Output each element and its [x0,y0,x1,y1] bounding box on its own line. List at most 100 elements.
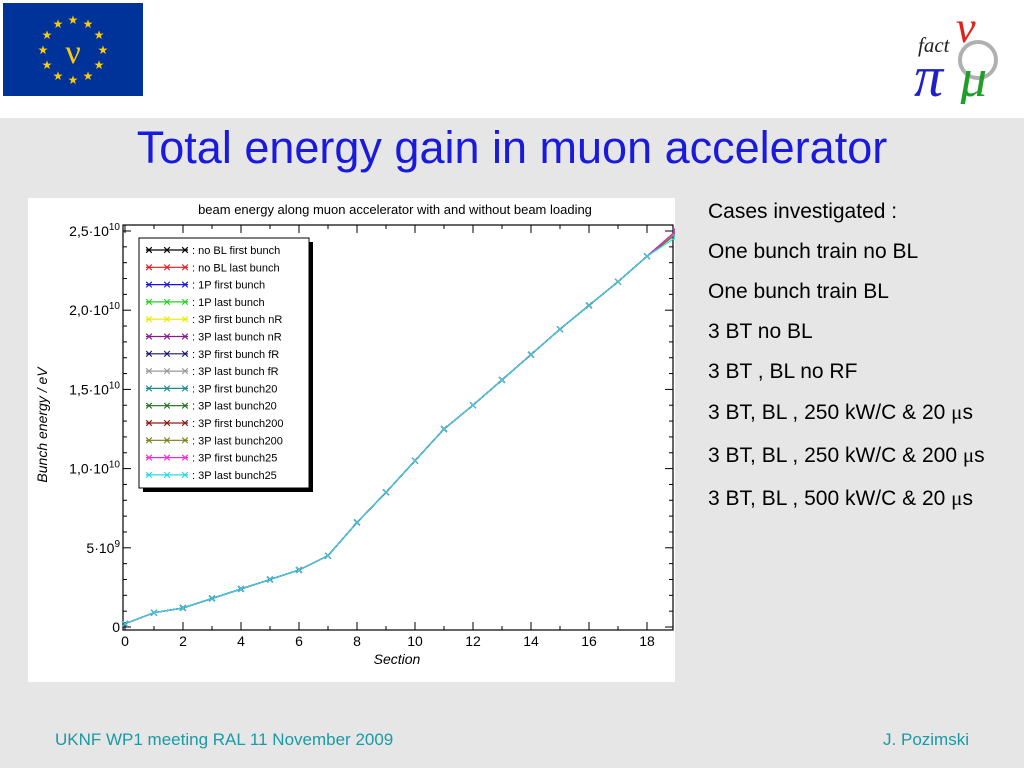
legend-swatch-marker [181,402,189,409]
case-unit: s [962,487,973,510]
series-point [208,595,216,602]
series-point [527,351,535,358]
y-tick-exponent: 10 [109,222,121,233]
legend-swatch-marker [145,437,153,444]
legend-swatch-marker [145,419,153,427]
x-tick-label: 6 [295,633,303,649]
legend-swatch-marker [145,402,153,409]
x-tick-label: 8 [353,633,361,649]
series-point [295,566,303,574]
legend-label: : 3P last bunch25 [192,470,277,482]
eu-star-icon: ★ [94,58,105,72]
series-point [150,609,158,616]
legend-box [138,237,310,489]
case-item: 3 BT no BL [708,320,813,343]
case-text: 3 BT, BL , 500 kW/C & 20 [708,487,952,510]
legend-label: : 1P first bunch [192,280,265,292]
eu-star-icon: ★ [94,28,105,42]
legend-swatch-marker [163,281,171,288]
legend-swatch-marker [181,367,189,375]
footer-author: J. Pozimski [883,730,969,749]
eu-flag-background [3,3,143,96]
y-axis-label: Bunch energy / eV [34,366,50,483]
legend-swatch-marker [181,264,189,271]
y-tick-label: 5·109 [86,539,120,556]
legend-swatch-marker [181,385,189,392]
fact-logo-ring [958,40,998,80]
case-text: 3 BT, BL , 250 kW/C & 200 [708,444,963,467]
legend-label: : 3P first bunch nR [192,314,282,326]
eu-flag-logo: ★ ★★★★★★★★★★★ ν [3,3,143,96]
eu-flag-letter: ν [65,34,80,71]
legend-swatch-marker [163,333,171,340]
y-tick-label: 0 [112,619,120,635]
legend-swatch-marker [145,246,153,254]
legend-swatch-marker [163,419,171,427]
series-point [556,326,564,333]
series-point [411,457,419,464]
y-tick-exponent: 10 [109,301,121,312]
x-tick-label: 16 [581,633,597,649]
series-point [179,604,187,612]
legend: : no BL first bunch: no BL last bunch: 1… [145,245,284,482]
series-point [498,376,506,384]
eu-star-icon: ★ [42,58,53,72]
series-point [643,253,651,260]
legend-swatch-marker [163,471,171,479]
fact-logo-mu-glyph: μ [959,48,987,104]
legend-swatch-marker [181,437,189,444]
legend-swatch-marker [145,298,153,306]
series-point [440,425,448,433]
series-point [382,489,390,496]
series-point [469,402,477,409]
series-point [237,585,245,593]
legend-label: : 3P last bunch fR [192,366,279,378]
legend-swatch-marker [163,367,171,375]
y-tick-label: 1,0·1010 [69,460,120,477]
footer-meeting: UKNF WP1 meeting RAL 11 November 2009 [55,730,394,749]
y-tick-exponent: 10 [109,460,121,471]
y-axis-ticks: 0 5·109 1,0·1010 1,5·1010 2,0·1010 2,5·1010 [69,222,673,635]
legend-swatch-marker [181,419,189,427]
legend-swatch-marker [163,246,171,254]
series-point [353,519,361,526]
eu-star-icon: ★ [83,69,94,83]
fact-logo: ν π μ fact [914,4,998,104]
legend-swatch-marker [163,437,171,444]
legend-label: : 3P first bunch25 [192,453,277,465]
mu-symbol: μ [951,400,963,424]
x-tick-label: 10 [407,633,423,649]
energy-chart: beam energy along muon accelerator with … [34,202,675,667]
series-point [266,576,274,583]
legend-swatch-marker [181,333,189,340]
x-axis-label: Section [374,651,421,667]
cases-heading: Cases investigated : [708,200,898,223]
legend-swatch-marker [181,316,189,323]
series-point [585,302,593,309]
x-tick-label: 14 [523,633,539,649]
legend-label: : 3P last bunch nR [192,332,282,344]
legend-swatch-marker [181,350,189,357]
legend-swatch-marker [145,350,153,357]
legend-label: : 3P first bunch fR [192,349,279,361]
legend-swatch-marker [163,316,171,323]
y-tick-label: 1,5·1010 [69,380,120,397]
eu-star-icon: ★ [42,28,53,42]
legend-label: : 3P last bunch20 [192,401,277,413]
x-tick-label: 4 [237,633,245,649]
y-tick-exponent: 9 [114,539,120,550]
eu-star-icon: ★ [53,69,64,83]
y-tick-label: 2,5·1010 [69,222,120,239]
legend-swatch-marker [145,281,153,288]
x-tick-label: 0 [121,633,129,649]
case-item: 3 BT, BL , 250 kW/C & 20 μs [708,400,1008,425]
legend-swatch-marker [145,333,153,340]
legend-swatch-marker [163,350,171,357]
x-tick-label: 18 [639,633,655,649]
legend-swatch-marker [163,264,171,271]
eu-star-icon: ★ [68,73,79,87]
y-tick-exponent: 10 [109,380,121,391]
legend-swatch-marker [163,298,171,306]
case-item: One bunch train BL [708,280,889,303]
series-point [672,229,675,236]
